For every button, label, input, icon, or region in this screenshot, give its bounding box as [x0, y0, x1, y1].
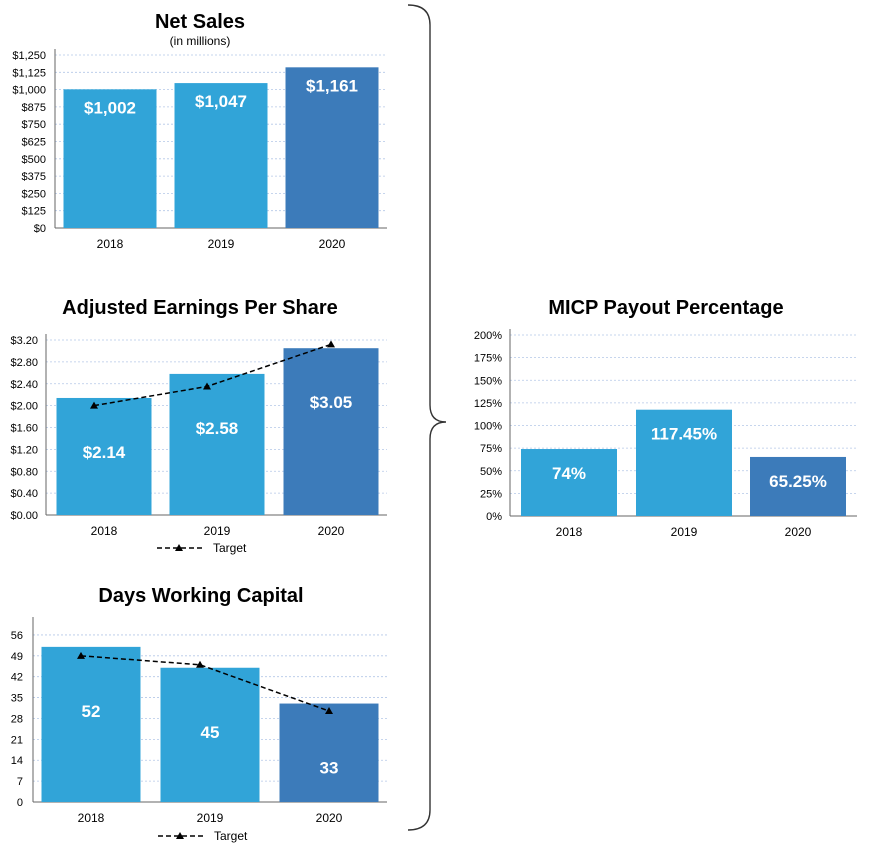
netsales-y-tick-label: $0 [34, 223, 46, 235]
eps-y-tick-label: $0.80 [10, 466, 38, 478]
dwc-y-tick-label: 7 [17, 776, 23, 788]
dwc-target-line [80, 655, 330, 712]
netsales-value-label: $1,002 [84, 98, 136, 117]
eps-category-label: 2018 [91, 524, 118, 538]
micp-category-label: 2020 [785, 525, 812, 539]
netsales-y-tick-label: $1,000 [12, 85, 46, 97]
netsales-y-tick-label: $625 [22, 137, 46, 149]
micp-chart: MICP Payout Percentage 0% 25% 50% 75% 100% 125… [474, 297, 857, 539]
netsales-y-tick-label: $375 [22, 171, 46, 183]
dwc-chart: Days Working Capital 0 7 14 21 28 35 42 49 56 52 20… [11, 585, 387, 843]
micp-y-tick-label: 0% [486, 511, 502, 523]
dwc-target-marker [196, 660, 204, 668]
dwc-value-label: 52 [82, 702, 101, 721]
eps-y-tick-label: $2.00 [10, 401, 38, 413]
dwc-legend-marker [176, 832, 184, 839]
micp-bar-2018[interactable] [521, 449, 617, 516]
micp-y-tick-label: 200% [474, 330, 502, 342]
eps-legend-marker [175, 544, 183, 551]
netsales-category-label: 2020 [319, 237, 346, 251]
micp-y-tick-label: 50% [480, 466, 502, 478]
dwc-y-tick-label: 28 [11, 713, 23, 725]
netsales-title: Net Sales [155, 11, 245, 33]
eps-y-tick-label: $0.40 [10, 488, 38, 500]
eps-category-label: 2019 [204, 524, 231, 538]
netsales-y-tick-label: $250 [22, 188, 46, 200]
dwc-value-label: 33 [320, 759, 339, 778]
dwc-category-label: 2019 [197, 811, 224, 825]
netsales-category-label: 2019 [208, 237, 235, 251]
micp-y-tick-label: 175% [474, 353, 502, 365]
netsales-bar-2019[interactable] [174, 83, 268, 228]
netsales-y-tick-label: $750 [22, 119, 46, 131]
micp-value-label: 65.25% [769, 472, 827, 491]
eps-category-label: 2020 [318, 524, 345, 538]
dwc-bar-2018[interactable] [41, 646, 141, 802]
netsales-value-label: $1,161 [306, 76, 358, 95]
netsales-y-tick-label: $875 [22, 102, 46, 114]
dwc-value-label: 45 [201, 723, 220, 742]
dwc-target-marker [77, 651, 85, 659]
micp-y-tick-label: 150% [474, 375, 502, 387]
micp-category-label: 2019 [671, 525, 698, 539]
netsales-chart: Net Sales(in millions) $0 $125 $250 $375 $500… [12, 11, 387, 251]
netsales-y-tick-label: $125 [22, 206, 46, 218]
netsales-y-tick-label: $1,250 [12, 50, 46, 62]
netsales-bar-2020[interactable] [285, 67, 379, 228]
netsales-value-label: $1,047 [195, 92, 247, 111]
dwc-y-tick-label: 21 [11, 734, 23, 746]
eps-value-label: $3.05 [310, 393, 353, 412]
micp-y-tick-label: 25% [480, 488, 502, 500]
dwc-y-tick-label: 35 [11, 693, 23, 705]
dwc-y-tick-label: 0 [17, 797, 23, 809]
dwc-bar-2020[interactable] [279, 703, 379, 802]
eps-y-tick-label: $2.80 [10, 357, 38, 369]
eps-value-label: $2.58 [196, 419, 239, 438]
eps-y-tick-label: $1.60 [10, 423, 38, 435]
eps-target-marker [90, 401, 98, 409]
eps-target-marker [327, 340, 335, 348]
eps-bar-2020[interactable] [283, 348, 379, 515]
eps-y-tick-label: $3.20 [10, 335, 38, 347]
eps-y-tick-label: $1.20 [10, 444, 38, 456]
micp-value-label: 117.45% [651, 425, 717, 444]
micp-value-label: 74% [552, 464, 586, 483]
eps-title: Adjusted Earnings Per Share [62, 297, 338, 319]
dwc-legend-label: Target [214, 829, 248, 843]
dwc-y-tick-label: 49 [11, 651, 23, 663]
eps-bar-2019[interactable] [169, 373, 265, 515]
netsales-y-tick-label: $500 [22, 154, 46, 166]
dwc-title: Days Working Capital [98, 585, 303, 607]
eps-y-tick-label: $2.40 [10, 379, 38, 391]
dwc-y-tick-label: 14 [11, 755, 23, 767]
grouping-brace [407, 4, 447, 831]
eps-y-tick-label: $0.00 [10, 510, 38, 522]
micp-y-tick-label: 125% [474, 398, 502, 410]
netsales-y-tick-label: $1,125 [12, 67, 46, 79]
micp-category-label: 2018 [556, 525, 583, 539]
micp-bar-2020[interactable] [750, 456, 846, 516]
eps-legend-label: Target [213, 541, 247, 555]
netsales-subtitle: (in millions) [170, 34, 231, 48]
eps-chart: Adjusted Earnings Per Share $0.00 $0.40 $0.… [10, 297, 387, 555]
dwc-category-label: 2020 [316, 811, 343, 825]
dwc-target-marker [325, 707, 333, 715]
micp-title: MICP Payout Percentage [548, 297, 783, 319]
dwc-y-tick-label: 56 [11, 630, 23, 642]
micp-y-tick-label: 75% [480, 443, 502, 455]
eps-value-label: $2.14 [83, 443, 126, 462]
netsales-bar-2018[interactable] [63, 89, 157, 228]
eps-target-marker [203, 382, 211, 390]
dwc-bar-2019[interactable] [160, 667, 260, 802]
dwc-y-tick-label: 42 [11, 672, 23, 684]
dwc-category-label: 2018 [78, 811, 105, 825]
micp-bar-2019[interactable] [636, 409, 732, 516]
eps-bar-2018[interactable] [56, 397, 152, 515]
netsales-category-label: 2018 [97, 237, 124, 251]
micp-y-tick-label: 100% [474, 421, 502, 433]
